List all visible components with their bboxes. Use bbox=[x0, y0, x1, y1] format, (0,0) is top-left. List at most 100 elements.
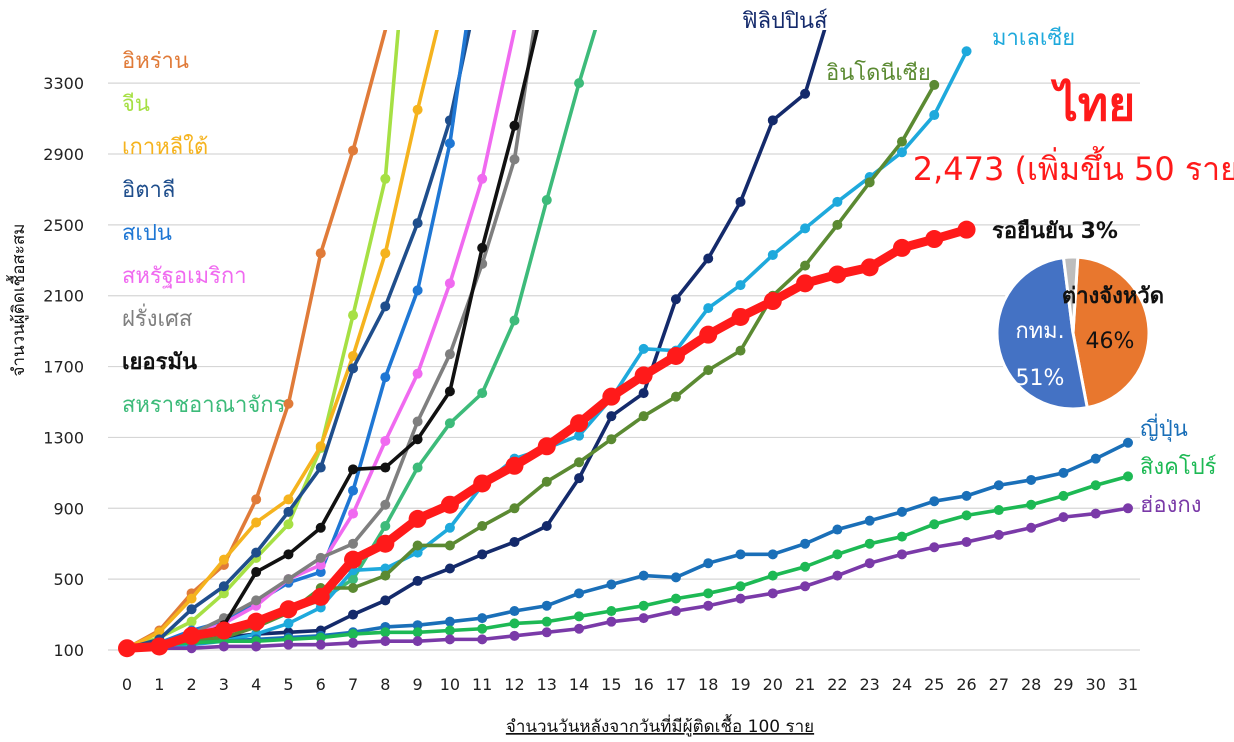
data-point bbox=[699, 326, 717, 344]
x-tick-label: 14 bbox=[569, 675, 589, 694]
series-เยอรมัน bbox=[122, 30, 537, 653]
data-point bbox=[445, 138, 455, 148]
data-point bbox=[219, 555, 229, 565]
data-point bbox=[413, 105, 423, 115]
data-point bbox=[1123, 438, 1133, 448]
data-point bbox=[897, 137, 907, 147]
data-point bbox=[1026, 523, 1036, 533]
data-point bbox=[413, 416, 423, 426]
data-point bbox=[413, 218, 423, 228]
data-point bbox=[1058, 468, 1068, 478]
x-tick-label: 13 bbox=[537, 675, 557, 694]
data-point bbox=[509, 537, 519, 547]
y-axis-ticks: 100500900130017002100250029003300 bbox=[43, 74, 84, 660]
data-point bbox=[413, 463, 423, 473]
x-axis-label: จำนวนวันหลังจากวันที่มีผู้ติดเชื้อ 100 ร… bbox=[506, 714, 814, 737]
data-point bbox=[1026, 475, 1036, 485]
pie-label: รอยืนยัน 3% bbox=[992, 219, 1118, 244]
x-tick-label: 4 bbox=[251, 675, 261, 694]
series-lines bbox=[118, 30, 1133, 657]
data-point bbox=[380, 521, 390, 531]
data-point bbox=[441, 496, 459, 514]
x-tick-label: 2 bbox=[186, 675, 196, 694]
x-tick-label: 7 bbox=[348, 675, 358, 694]
data-point bbox=[768, 571, 778, 581]
data-point bbox=[283, 549, 293, 559]
data-point bbox=[477, 388, 487, 398]
data-point bbox=[574, 78, 584, 88]
data-point bbox=[570, 414, 588, 432]
data-point bbox=[445, 564, 455, 574]
data-point bbox=[413, 540, 423, 550]
data-point bbox=[316, 441, 326, 451]
data-point bbox=[413, 576, 423, 586]
data-point bbox=[671, 594, 681, 604]
y-tick-label: 2500 bbox=[43, 216, 84, 235]
legend-label: อิตาลี bbox=[122, 178, 175, 203]
y-tick-label: 1300 bbox=[43, 428, 84, 447]
data-point bbox=[380, 248, 390, 258]
data-point bbox=[925, 230, 943, 248]
data-point bbox=[445, 626, 455, 636]
data-point bbox=[380, 500, 390, 510]
data-point bbox=[800, 581, 810, 591]
data-point bbox=[703, 588, 713, 598]
data-point bbox=[635, 366, 653, 384]
data-point bbox=[994, 480, 1004, 490]
data-point bbox=[477, 521, 487, 531]
data-point bbox=[413, 369, 423, 379]
data-point bbox=[542, 477, 552, 487]
data-point bbox=[671, 294, 681, 304]
data-point bbox=[865, 177, 875, 187]
data-point bbox=[348, 583, 358, 593]
data-point bbox=[962, 46, 972, 56]
data-point bbox=[348, 486, 358, 496]
data-point bbox=[703, 365, 713, 375]
data-point bbox=[736, 280, 746, 290]
data-point bbox=[283, 618, 293, 628]
data-point bbox=[348, 610, 358, 620]
data-point bbox=[828, 265, 846, 283]
x-tick-label: 1 bbox=[154, 675, 164, 694]
x-tick-label: 26 bbox=[956, 675, 976, 694]
pie-label: 51% bbox=[1016, 366, 1065, 391]
data-point bbox=[800, 562, 810, 572]
data-point bbox=[150, 637, 168, 655]
x-tick-label: 27 bbox=[989, 675, 1009, 694]
legend-label: เกาหลีใต้ bbox=[122, 134, 208, 160]
data-point bbox=[639, 344, 649, 354]
data-point bbox=[251, 595, 261, 605]
data-point bbox=[796, 274, 814, 292]
data-point bbox=[247, 613, 265, 631]
data-point bbox=[283, 507, 293, 517]
data-point bbox=[538, 437, 556, 455]
x-tick-label: 3 bbox=[219, 675, 229, 694]
series-อิตาลี bbox=[122, 30, 469, 653]
data-point bbox=[671, 606, 681, 616]
data-point bbox=[606, 579, 616, 589]
data-point bbox=[958, 221, 976, 239]
data-point bbox=[962, 491, 972, 501]
data-point bbox=[929, 519, 939, 529]
data-point bbox=[348, 638, 358, 648]
data-point bbox=[509, 154, 519, 164]
data-point bbox=[316, 248, 326, 258]
data-point bbox=[671, 392, 681, 402]
data-point bbox=[380, 595, 390, 605]
data-point bbox=[1091, 509, 1101, 519]
pie-label: กทม. bbox=[1015, 319, 1064, 344]
data-point bbox=[962, 510, 972, 520]
series-line bbox=[127, 30, 824, 648]
x-tick-label: 24 bbox=[892, 675, 912, 694]
data-point bbox=[1058, 491, 1068, 501]
legend-label: ฝรั่งเศส bbox=[122, 303, 193, 332]
data-point bbox=[251, 641, 261, 651]
data-point bbox=[768, 115, 778, 125]
y-tick-label: 2100 bbox=[43, 287, 84, 306]
y-tick-label: 2900 bbox=[43, 145, 84, 164]
legend-label: สเปน bbox=[122, 221, 172, 246]
data-point bbox=[897, 507, 907, 517]
series-end-label: ญี่ปุ่น bbox=[1140, 413, 1188, 442]
data-point bbox=[800, 89, 810, 99]
data-point bbox=[445, 386, 455, 396]
